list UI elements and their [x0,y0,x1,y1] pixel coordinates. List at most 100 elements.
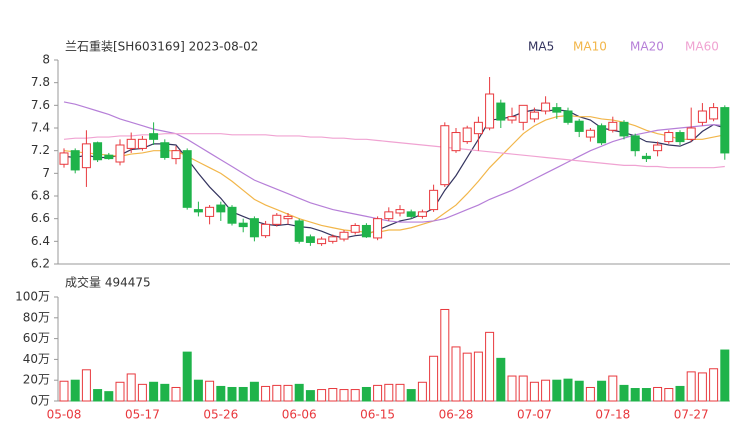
x-tick-label: 07-27 [674,408,709,422]
volume-bar [70,379,80,402]
volume-bar [104,391,114,402]
volume-bar [451,346,461,402]
volume-bar [126,373,136,402]
y-tick-label: 40万 [23,352,50,366]
candle-body [608,121,618,131]
y-tick-label: 6.4 [31,234,50,248]
volume-bar [720,349,730,402]
candle-body [641,155,651,160]
candle-body [630,135,640,152]
volume-bar [317,389,327,402]
legend-label: MA60 [685,40,719,54]
candle-body [249,218,259,238]
volume-bar [59,380,69,402]
volume-bar [305,390,315,402]
candle-body [384,211,394,220]
candle-body [59,152,69,165]
candle-body [70,150,80,171]
candle-body [686,127,696,140]
volume-bar [93,389,103,402]
candle-body [205,206,215,217]
candle-body [518,104,528,123]
volume-bar [339,389,349,402]
volume-bar [261,385,271,402]
candle-body [653,144,663,152]
candle-body [395,209,405,214]
volume-bar [686,371,696,402]
volume-bar [675,385,685,402]
volume-bar [529,381,539,402]
candle-body [182,150,192,208]
y-tick-label: 6.2 [31,257,50,271]
candle-body [664,132,674,143]
y-tick-label: 7 [42,166,50,180]
candle-body [216,204,226,213]
volume-bar [552,379,562,402]
volume-bar [563,378,573,402]
candle-body [597,125,607,144]
candle-body [697,110,707,123]
legend-label: MA5 [528,40,554,54]
candle-body [317,238,327,245]
candle-body [104,154,114,160]
volume-bar [160,383,170,402]
y-tick-label: 6.6 [31,211,50,225]
volume-bar [574,380,584,402]
candle-body [137,138,147,149]
y-tick-label: 7.4 [31,121,50,135]
candle-body [720,107,730,154]
candle-body [305,236,315,243]
volume-bar [440,308,450,402]
y-tick-label: 100万 [15,290,50,304]
candle-body [709,107,719,120]
volume-bar [496,357,506,402]
volume-bar [294,383,304,402]
volume-bar [630,388,640,402]
x-tick-label: 05-26 [203,408,238,422]
candle-body [294,220,304,242]
candle-body [93,142,103,161]
volume-bar [697,372,707,402]
candle-body [373,218,383,239]
volume-bar [227,386,237,402]
volume-bar [115,381,125,402]
volume-bar [417,381,427,402]
candle-body [350,224,360,233]
candle-body [563,110,573,123]
x-tick-label: 05-17 [125,408,160,422]
volume-bar [429,355,439,402]
candle-body [406,211,416,217]
ma-line [63,101,725,223]
volume-bar [137,383,147,402]
y-tick-label: 60万 [23,331,50,345]
candle-body [552,107,562,113]
volume-bar [462,352,472,402]
candle-body [361,224,371,238]
volume-bar [249,381,259,402]
volume-bar [328,388,338,402]
y-tick-label: 80万 [23,310,50,324]
candle-body [585,129,595,138]
candle-body [440,125,450,186]
candle-body [496,102,506,121]
y-tick-label: 6.8 [31,189,50,203]
y-tick-label: 0万 [30,394,50,408]
candle-body [81,143,91,169]
volume-bar [149,381,159,402]
candle-body [339,231,349,240]
volume-bar [585,386,595,402]
volume-bar [81,369,91,402]
volume-bar [406,389,416,402]
candle-body [574,120,584,132]
volume-bar [473,351,483,402]
volume-bar [653,386,663,402]
volume-bar [608,375,618,402]
candle-body [529,111,539,120]
chart-title: 兰石重装[SH603169] 2023-08-02 [65,40,258,54]
x-tick-label: 07-07 [517,408,552,422]
candle-body [261,223,271,237]
y-tick-label: 7.6 [31,98,50,112]
volume-bar [272,384,282,402]
candle-body [429,189,439,211]
